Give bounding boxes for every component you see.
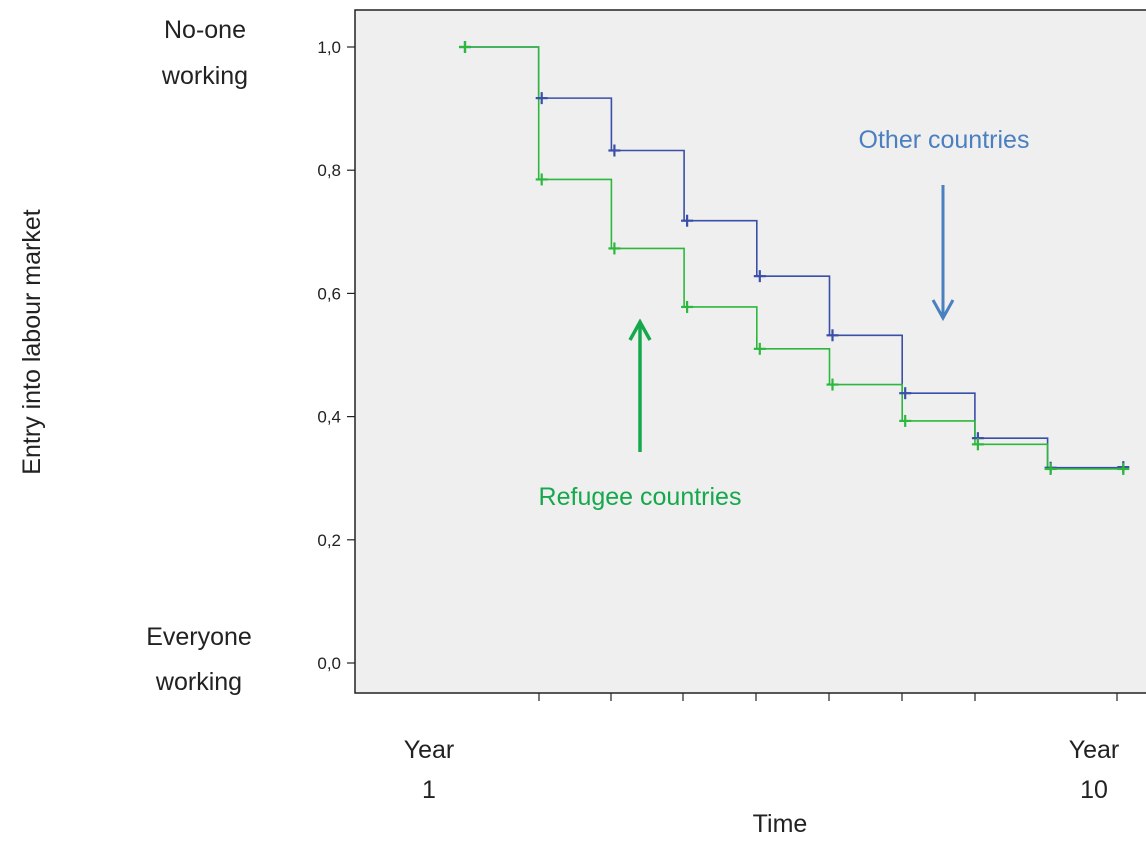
series-label-refugee-countries: Refugee countries xyxy=(539,483,742,511)
censor-marker xyxy=(681,214,694,227)
arrowhead-down-icon xyxy=(931,299,955,322)
censor-marker xyxy=(535,92,548,105)
y-tick-label: 1,0 xyxy=(317,38,341,57)
censor-marker xyxy=(899,387,912,400)
censor-marker xyxy=(826,329,839,342)
arrowhead-up-icon xyxy=(628,318,652,341)
y-tick-label: 0,0 xyxy=(317,654,341,673)
series-line xyxy=(461,46,1126,470)
y-tick-label: 0,4 xyxy=(317,408,341,427)
x-start-label-line2: 1 xyxy=(422,776,436,804)
axis-labels: Entry into labour market Time No-one workin… xyxy=(18,16,1119,838)
x-ticks xyxy=(538,693,1118,701)
y-bottom-label-line1: Everyone xyxy=(146,623,252,651)
y-top-label-line2: working xyxy=(161,62,248,90)
censor-marker xyxy=(459,41,471,53)
x-end-label-line2: 10 xyxy=(1080,776,1108,804)
y-ticks: 0,0 0,2 0,4 0,6 0,8 1,0 xyxy=(317,38,355,673)
y-top-label-line1: No-one xyxy=(164,16,246,44)
series-lines xyxy=(461,46,1126,470)
y-axis-label: Entry into labour market xyxy=(18,209,46,474)
y-tick-label: 0,6 xyxy=(317,284,341,303)
y-tick-label: 0,2 xyxy=(317,531,341,550)
censor-marker xyxy=(826,378,839,391)
censor-markers xyxy=(459,41,1130,475)
plot-area xyxy=(354,9,1146,694)
annotations: Other countries Refugee countries xyxy=(539,126,1030,511)
censor-marker xyxy=(753,270,766,283)
y-bottom-label-line2: working xyxy=(155,668,242,696)
x-end-label-line1: Year xyxy=(1069,736,1120,764)
x-start-label-line1: Year xyxy=(404,736,455,764)
x-axis-label: Time xyxy=(753,810,808,838)
censor-marker xyxy=(535,173,548,186)
censor-marker xyxy=(1044,462,1057,475)
censor-marker xyxy=(899,414,912,427)
series-label-other-countries: Other countries xyxy=(859,126,1030,154)
y-tick-label: 0,8 xyxy=(317,161,341,180)
censor-marker xyxy=(1117,462,1130,475)
censor-marker xyxy=(753,342,766,355)
censor-marker xyxy=(681,300,694,313)
censor-marker xyxy=(608,242,621,255)
censor-marker xyxy=(971,438,984,451)
censor-marker xyxy=(608,144,621,157)
